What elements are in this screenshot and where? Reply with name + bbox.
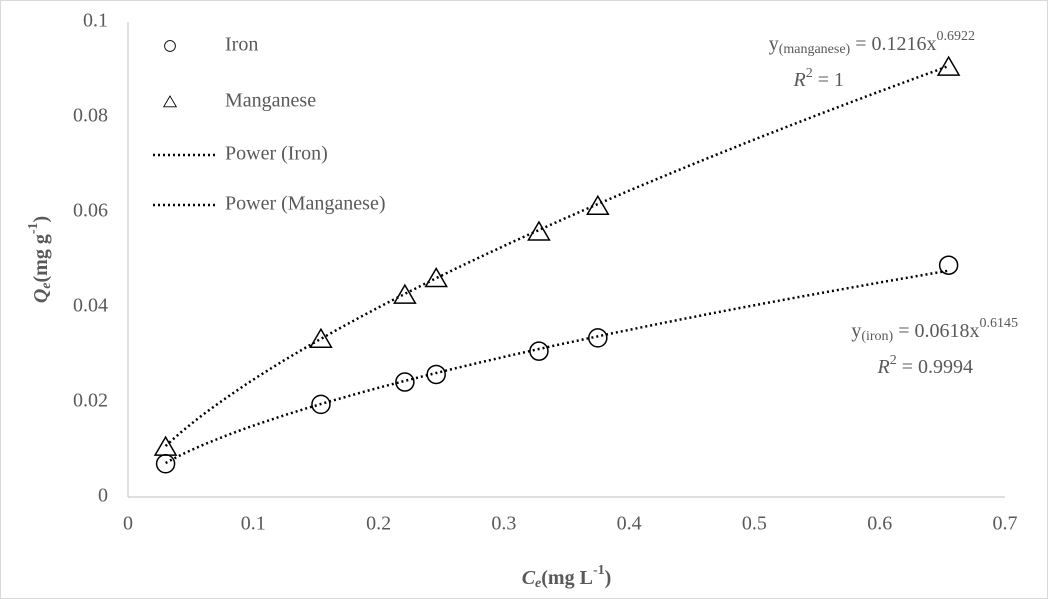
- eq-y: y: [851, 320, 861, 342]
- point: [309, 327, 333, 349]
- point: [393, 283, 417, 304]
- x-tick-label: 0.6: [867, 513, 892, 535]
- r2-symbol: R: [793, 69, 806, 91]
- trendline-equation: y(iron) = 0.0618x0.6145: [851, 316, 1018, 344]
- eq-coef: 0.0618: [915, 320, 970, 342]
- axis-title-unit: (mg L: [541, 567, 593, 589]
- r2-sign: =: [813, 69, 834, 91]
- y-tick-label: 0.1: [83, 10, 108, 32]
- y-tick-label: 0.06: [73, 200, 108, 222]
- eq-coef: 0.1216: [872, 33, 927, 55]
- point: [153, 435, 178, 456]
- legend-label: Iron: [225, 34, 258, 56]
- eq-var: x: [927, 33, 937, 55]
- x-tick-label: 0.7: [993, 513, 1018, 535]
- r-squared: R2 = 1: [793, 66, 845, 90]
- r2-sign: =: [897, 356, 918, 378]
- trendline-equation: y(manganese) = 0.1216x0.6922: [769, 29, 975, 57]
- r2-sup: 2: [890, 353, 897, 368]
- point: [938, 255, 959, 275]
- r2-sup: 2: [806, 66, 813, 81]
- eq-y: y: [769, 33, 779, 55]
- point: [586, 194, 610, 216]
- axis-title-close: ): [30, 216, 52, 223]
- y-tick-label: 0: [98, 485, 108, 507]
- eq-exponent: 0.6145: [980, 316, 1019, 331]
- r-squared: R2 = 0.9994: [877, 353, 974, 377]
- r2-symbol: R: [877, 356, 890, 378]
- legend-marker: [164, 40, 176, 52]
- eq-sign: =: [850, 33, 871, 55]
- x-tick-label: 0.5: [742, 513, 767, 535]
- eq-var: x: [970, 320, 980, 342]
- x_label-title: Ce(mg L-1): [522, 563, 612, 591]
- r2-value: 0.9994: [918, 356, 973, 378]
- y_label-title: Qe(mg g-1): [26, 216, 54, 303]
- point: [588, 328, 608, 348]
- axis-title-sup: -1: [593, 563, 605, 578]
- axis-title-sup: -1: [26, 223, 41, 235]
- legend-label: Manganese: [225, 90, 316, 112]
- axis-title-sub: e: [39, 283, 54, 289]
- y-tick-label: 0.02: [73, 390, 108, 412]
- point: [426, 364, 446, 385]
- legend-label: Power (Manganese): [225, 193, 386, 215]
- point: [527, 220, 551, 241]
- x-tick-label: 0.1: [241, 513, 266, 535]
- eq-sub: (manganese): [779, 42, 851, 57]
- point: [529, 341, 549, 361]
- x-tick-label: 0.2: [366, 513, 391, 535]
- axis-title-unit: (mg g: [30, 234, 52, 282]
- point: [936, 55, 961, 76]
- x-tick-label: 0.3: [491, 513, 516, 535]
- legend-marker: [162, 95, 178, 108]
- trendline: [165, 269, 949, 465]
- axis-title-sub: e: [535, 576, 541, 591]
- axis-title-main: Q: [30, 289, 52, 303]
- x-tick-label: 0: [123, 513, 133, 535]
- y-tick-label: 0.04: [73, 295, 108, 317]
- eq-sign: =: [893, 320, 914, 342]
- x-tick-label: 0.4: [617, 513, 642, 535]
- axis-title-main: C: [522, 567, 536, 589]
- point: [424, 267, 449, 288]
- trendline: [164, 64, 950, 447]
- eq-sub: (iron): [861, 329, 893, 344]
- point: [311, 394, 331, 415]
- legend-label: Power (Iron): [225, 143, 328, 165]
- axis-title-close: ): [605, 567, 612, 589]
- y-tick-label: 0.08: [73, 105, 108, 127]
- r2-value: 1: [834, 69, 844, 91]
- point: [395, 372, 415, 392]
- eq-exponent: 0.6922: [937, 29, 976, 44]
